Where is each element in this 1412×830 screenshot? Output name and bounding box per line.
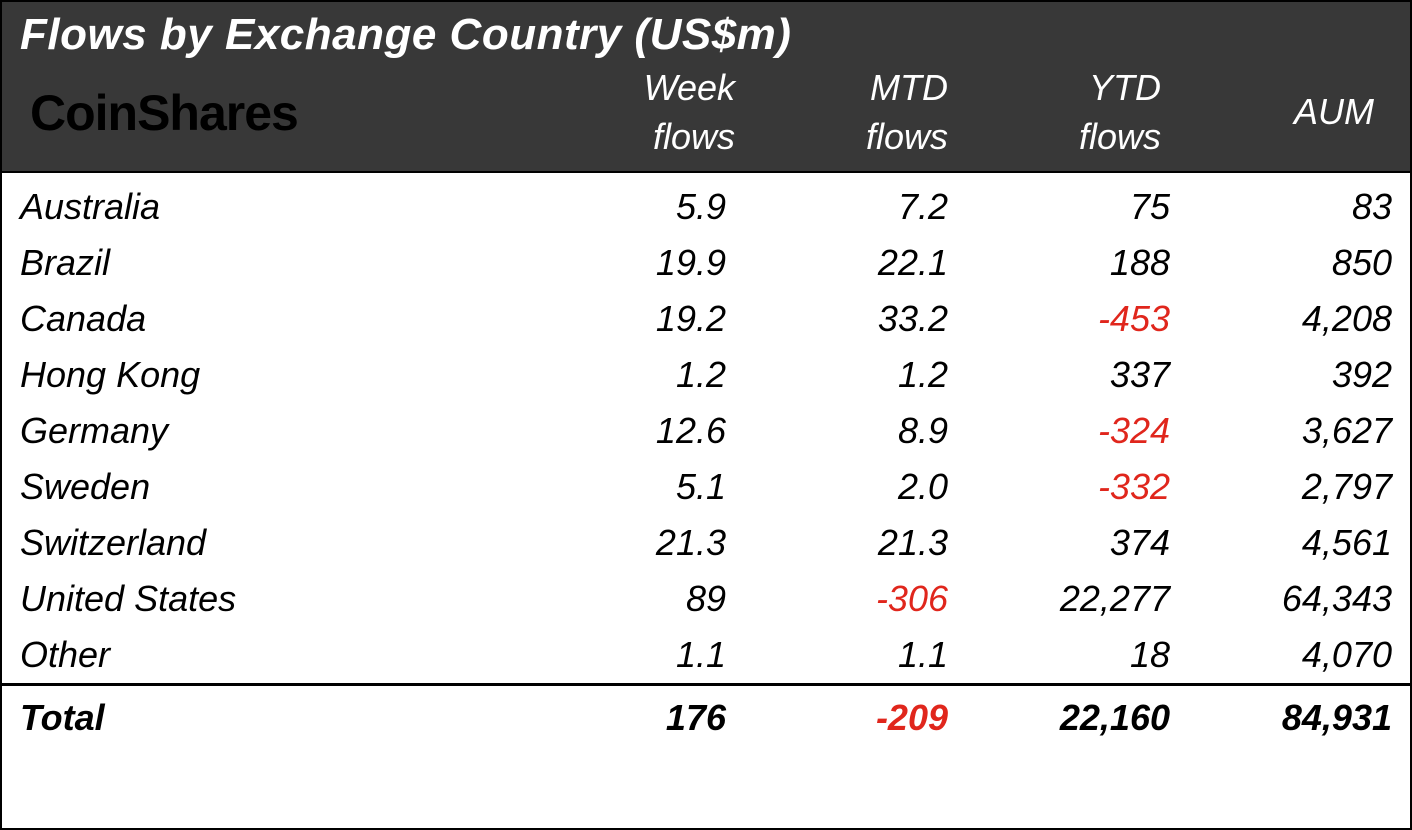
table-header: Flows by Exchange Country (US$m) CoinSha… <box>2 2 1410 173</box>
ytd-cell: -324 <box>966 413 1188 449</box>
table-row: Canada 19.2 33.2 -453 4,208 <box>2 291 1410 347</box>
mtd-cell: 33.2 <box>744 301 966 337</box>
mtd-cell: 21.3 <box>744 525 966 561</box>
ytd-cell: 18 <box>966 637 1188 673</box>
ytd-cell: 22,277 <box>966 581 1188 617</box>
country-cell: Sweden <box>2 469 522 505</box>
mtd-cell: 1.2 <box>744 357 966 393</box>
header-columns-row: CoinShares Weekflows MTDflows YTDflows A… <box>20 64 1392 161</box>
mtd-cell: -306 <box>744 581 966 617</box>
mtd-cell: 8.9 <box>744 413 966 449</box>
week-cell: 1.2 <box>522 357 744 393</box>
week-cell: 21.3 <box>522 525 744 561</box>
week-cell: 19.2 <box>522 301 744 337</box>
mtd-cell: 1.1 <box>744 637 966 673</box>
mtd-cell: 22.1 <box>744 245 966 281</box>
col-header-week: Weekflows <box>540 64 753 161</box>
country-cell: Australia <box>2 189 522 225</box>
table-row: Sweden 5.1 2.0 -332 2,797 <box>2 459 1410 515</box>
mtd-cell: 7.2 <box>744 189 966 225</box>
aum-cell: 4,561 <box>1188 525 1410 561</box>
table-row: Other 1.1 1.1 18 4,070 <box>2 627 1410 683</box>
country-cell: Other <box>2 637 522 673</box>
table-body: Australia 5.9 7.2 75 83 Brazil 19.9 22.1… <box>2 173 1410 828</box>
total-aum: 84,931 <box>1188 700 1410 736</box>
col-header-mtd: MTDflows <box>753 64 966 161</box>
week-cell: 1.1 <box>522 637 744 673</box>
aum-cell: 64,343 <box>1188 581 1410 617</box>
aum-cell: 4,208 <box>1188 301 1410 337</box>
week-cell: 5.1 <box>522 469 744 505</box>
ytd-cell: -332 <box>966 469 1188 505</box>
table-row: Australia 5.9 7.2 75 83 <box>2 179 1410 235</box>
table-row: United States 89 -306 22,277 64,343 <box>2 571 1410 627</box>
total-label: Total <box>2 700 522 736</box>
table-row: Brazil 19.9 22.1 188 850 <box>2 235 1410 291</box>
total-mtd: -209 <box>744 700 966 736</box>
week-cell: 89 <box>522 581 744 617</box>
table-row: Hong Kong 1.2 1.2 337 392 <box>2 347 1410 403</box>
table-row: Switzerland 21.3 21.3 374 4,561 <box>2 515 1410 571</box>
country-cell: Switzerland <box>2 525 522 561</box>
week-cell: 12.6 <box>522 413 744 449</box>
week-cell: 5.9 <box>522 189 744 225</box>
total-week: 176 <box>522 700 744 736</box>
aum-cell: 850 <box>1188 245 1410 281</box>
aum-cell: 2,797 <box>1188 469 1410 505</box>
ytd-cell: 374 <box>966 525 1188 561</box>
country-cell: United States <box>2 581 522 617</box>
country-cell: Hong Kong <box>2 357 522 393</box>
total-row: Total 176 -209 22,160 84,931 <box>2 683 1410 750</box>
col-header-ytd: YTDflows <box>966 64 1179 161</box>
ytd-cell: -453 <box>966 301 1188 337</box>
aum-cell: 3,627 <box>1188 413 1410 449</box>
aum-cell: 4,070 <box>1188 637 1410 673</box>
ytd-cell: 188 <box>966 245 1188 281</box>
table-frame: Flows by Exchange Country (US$m) CoinSha… <box>0 0 1412 830</box>
col-header-aum: AUM <box>1179 88 1392 137</box>
country-cell: Canada <box>2 301 522 337</box>
mtd-cell: 2.0 <box>744 469 966 505</box>
ytd-cell: 337 <box>966 357 1188 393</box>
table-title: Flows by Exchange Country (US$m) <box>20 10 1392 60</box>
table-row: Germany 12.6 8.9 -324 3,627 <box>2 403 1410 459</box>
country-cell: Brazil <box>2 245 522 281</box>
country-cell: Germany <box>2 413 522 449</box>
total-ytd: 22,160 <box>966 700 1188 736</box>
ytd-cell: 75 <box>966 189 1188 225</box>
aum-cell: 83 <box>1188 189 1410 225</box>
week-cell: 19.9 <box>522 245 744 281</box>
coinshares-logo: CoinShares <box>20 84 540 142</box>
aum-cell: 392 <box>1188 357 1410 393</box>
